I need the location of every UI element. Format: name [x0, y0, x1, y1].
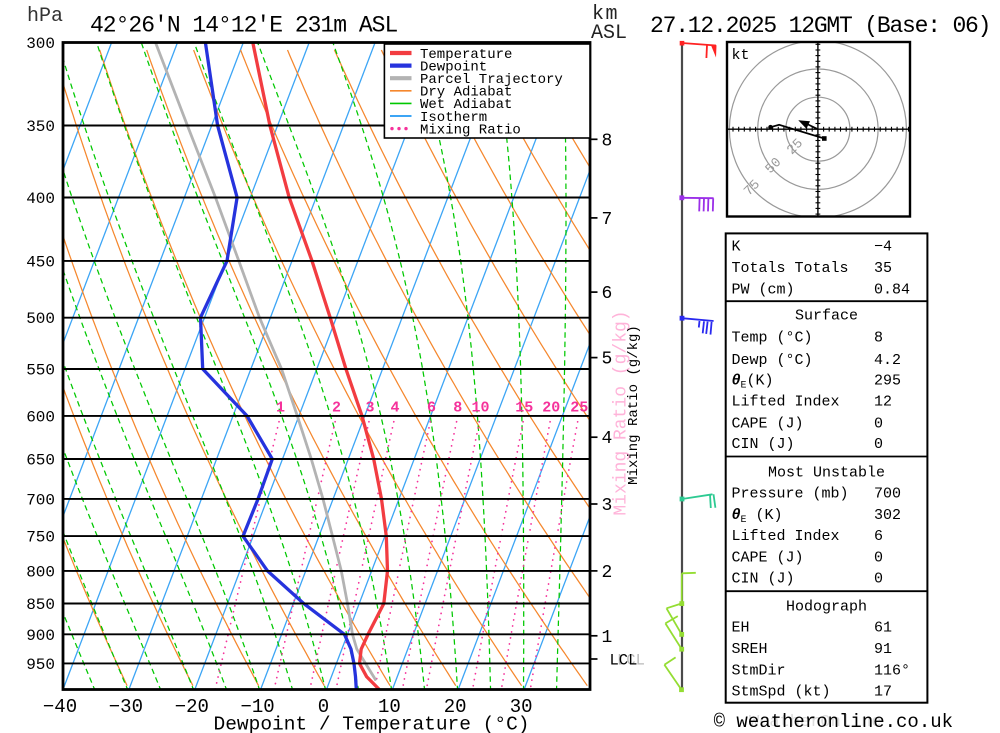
svg-text:25: 25	[570, 399, 588, 416]
svg-text:2: 2	[602, 563, 613, 583]
svg-text:kt: kt	[732, 47, 750, 64]
svg-text:StmSpd (kt): StmSpd (kt)	[732, 684, 831, 701]
svg-text:400: 400	[26, 190, 55, 208]
svg-text:© weatheronline.co.uk: © weatheronline.co.uk	[714, 711, 953, 733]
svg-text:91: 91	[874, 641, 892, 658]
svg-text:−30: −30	[109, 696, 143, 718]
svg-text:30: 30	[510, 696, 533, 718]
svg-text:Totals Totals: Totals Totals	[732, 260, 849, 277]
svg-text:295: 295	[874, 373, 901, 390]
svg-text:SREH: SREH	[732, 641, 768, 658]
svg-text:−40: −40	[43, 696, 77, 718]
svg-text:PW (cm): PW (cm)	[732, 282, 795, 299]
svg-text:WeatherOnline: WeatherOnline	[749, 713, 882, 732]
svg-text:600: 600	[26, 408, 55, 426]
svg-text:800: 800	[26, 563, 55, 581]
svg-text:5: 5	[602, 350, 613, 370]
svg-text:Temp (°C): Temp (°C)	[732, 329, 813, 346]
svg-text:42°26'N 14°12'E 231m ASL: 42°26'N 14°12'E 231m ASL	[90, 13, 397, 39]
svg-text:−10: −10	[240, 696, 274, 718]
svg-text:Isotherm: Isotherm	[420, 110, 487, 126]
svg-text:3: 3	[365, 399, 374, 416]
svg-text:Mixing Ratio (g/kg): Mixing Ratio (g/kg)	[612, 310, 632, 515]
svg-text:6: 6	[874, 528, 883, 545]
svg-text:500: 500	[26, 310, 55, 328]
svg-text:Dry Adiabat: Dry Adiabat	[420, 85, 512, 101]
svg-text:700: 700	[26, 491, 55, 509]
svg-text:17: 17	[874, 684, 892, 701]
svg-text:61: 61	[874, 620, 892, 637]
svg-text:650: 650	[26, 452, 55, 470]
svg-text:Dewpoint: Dewpoint	[420, 59, 487, 75]
svg-text:Lifted Index: Lifted Index	[732, 528, 840, 545]
svg-text:4: 4	[602, 429, 613, 449]
svg-text:0: 0	[874, 550, 883, 567]
svg-text:15: 15	[515, 399, 533, 416]
svg-text:20: 20	[444, 696, 467, 718]
svg-text:Surface: Surface	[795, 308, 858, 325]
svg-text:300: 300	[26, 35, 55, 53]
svg-text:0: 0	[318, 696, 329, 718]
svg-text:2: 2	[332, 399, 341, 416]
svg-text:0: 0	[874, 436, 883, 453]
svg-text:116°: 116°	[874, 662, 910, 679]
svg-text:CIN (J): CIN (J)	[732, 436, 795, 453]
svg-text:6: 6	[602, 284, 613, 304]
svg-text:8: 8	[453, 399, 462, 416]
svg-text:4: 4	[390, 399, 399, 416]
svg-text:750: 750	[26, 529, 55, 547]
svg-text:850: 850	[26, 596, 55, 614]
svg-text:1: 1	[602, 628, 613, 648]
svg-text:900: 900	[26, 627, 55, 645]
svg-text:700: 700	[874, 486, 901, 503]
svg-text:K: K	[732, 239, 741, 256]
svg-text:10: 10	[378, 696, 401, 718]
svg-text:4.2: 4.2	[874, 352, 901, 369]
svg-text:Lifted Index: Lifted Index	[732, 394, 840, 411]
svg-text:8: 8	[874, 329, 883, 346]
svg-text:20: 20	[542, 399, 560, 416]
svg-text:Wet Adiabat: Wet Adiabat	[420, 97, 512, 113]
svg-text:θE (K): θE (K)	[732, 507, 783, 526]
svg-text:hPa: hPa	[27, 5, 63, 28]
svg-text:Mixing Ratio: Mixing Ratio	[420, 122, 521, 138]
svg-text:1: 1	[276, 399, 285, 416]
svg-text:Mixing Ratio (g/kg): Mixing Ratio (g/kg)	[626, 325, 642, 485]
svg-text:θE(K): θE(K)	[732, 373, 774, 392]
svg-text:CIN (J): CIN (J)	[732, 571, 795, 588]
svg-text:7: 7	[602, 210, 613, 230]
svg-text:27.12.2025 12GMT (Base: 06): 27.12.2025 12GMT (Base: 06)	[650, 13, 990, 39]
svg-text:0.84: 0.84	[874, 282, 910, 299]
svg-text:8: 8	[602, 131, 613, 151]
svg-text:Dewp (°C): Dewp (°C)	[732, 352, 813, 369]
svg-text:−20: −20	[175, 696, 209, 718]
svg-text:302: 302	[874, 507, 901, 524]
svg-text:550: 550	[26, 362, 55, 380]
svg-text:Parcel Trajectory: Parcel Trajectory	[420, 72, 563, 88]
svg-text:3: 3	[602, 496, 613, 516]
svg-text:Temperature: Temperature	[420, 47, 512, 63]
svg-text:Hodograph: Hodograph	[786, 598, 867, 615]
svg-text:6: 6	[427, 399, 436, 416]
svg-text:Pressure (mb): Pressure (mb)	[732, 486, 849, 503]
svg-text:CAPE (J): CAPE (J)	[732, 415, 804, 432]
svg-text:0: 0	[874, 571, 883, 588]
svg-text:ASL: ASL	[591, 22, 627, 45]
svg-text:km: km	[592, 3, 619, 26]
svg-text:0: 0	[874, 415, 883, 432]
svg-text:EH: EH	[732, 620, 750, 637]
svg-text:12: 12	[874, 394, 892, 411]
svg-text:10: 10	[471, 399, 489, 416]
svg-text:Most Unstable: Most Unstable	[768, 464, 885, 481]
svg-text:950: 950	[26, 656, 55, 674]
svg-text:CAPE (J): CAPE (J)	[732, 550, 804, 567]
svg-text:LCL: LCL	[610, 652, 638, 670]
svg-text:−4: −4	[874, 239, 892, 256]
svg-text:Dewpoint / Temperature (°C): Dewpoint / Temperature (°C)	[214, 714, 530, 733]
svg-text:450: 450	[26, 253, 55, 271]
svg-text:35: 35	[874, 260, 892, 277]
svg-text:350: 350	[26, 118, 55, 136]
svg-text:StmDir: StmDir	[732, 662, 786, 679]
svg-text:LCL: LCL	[617, 652, 645, 670]
